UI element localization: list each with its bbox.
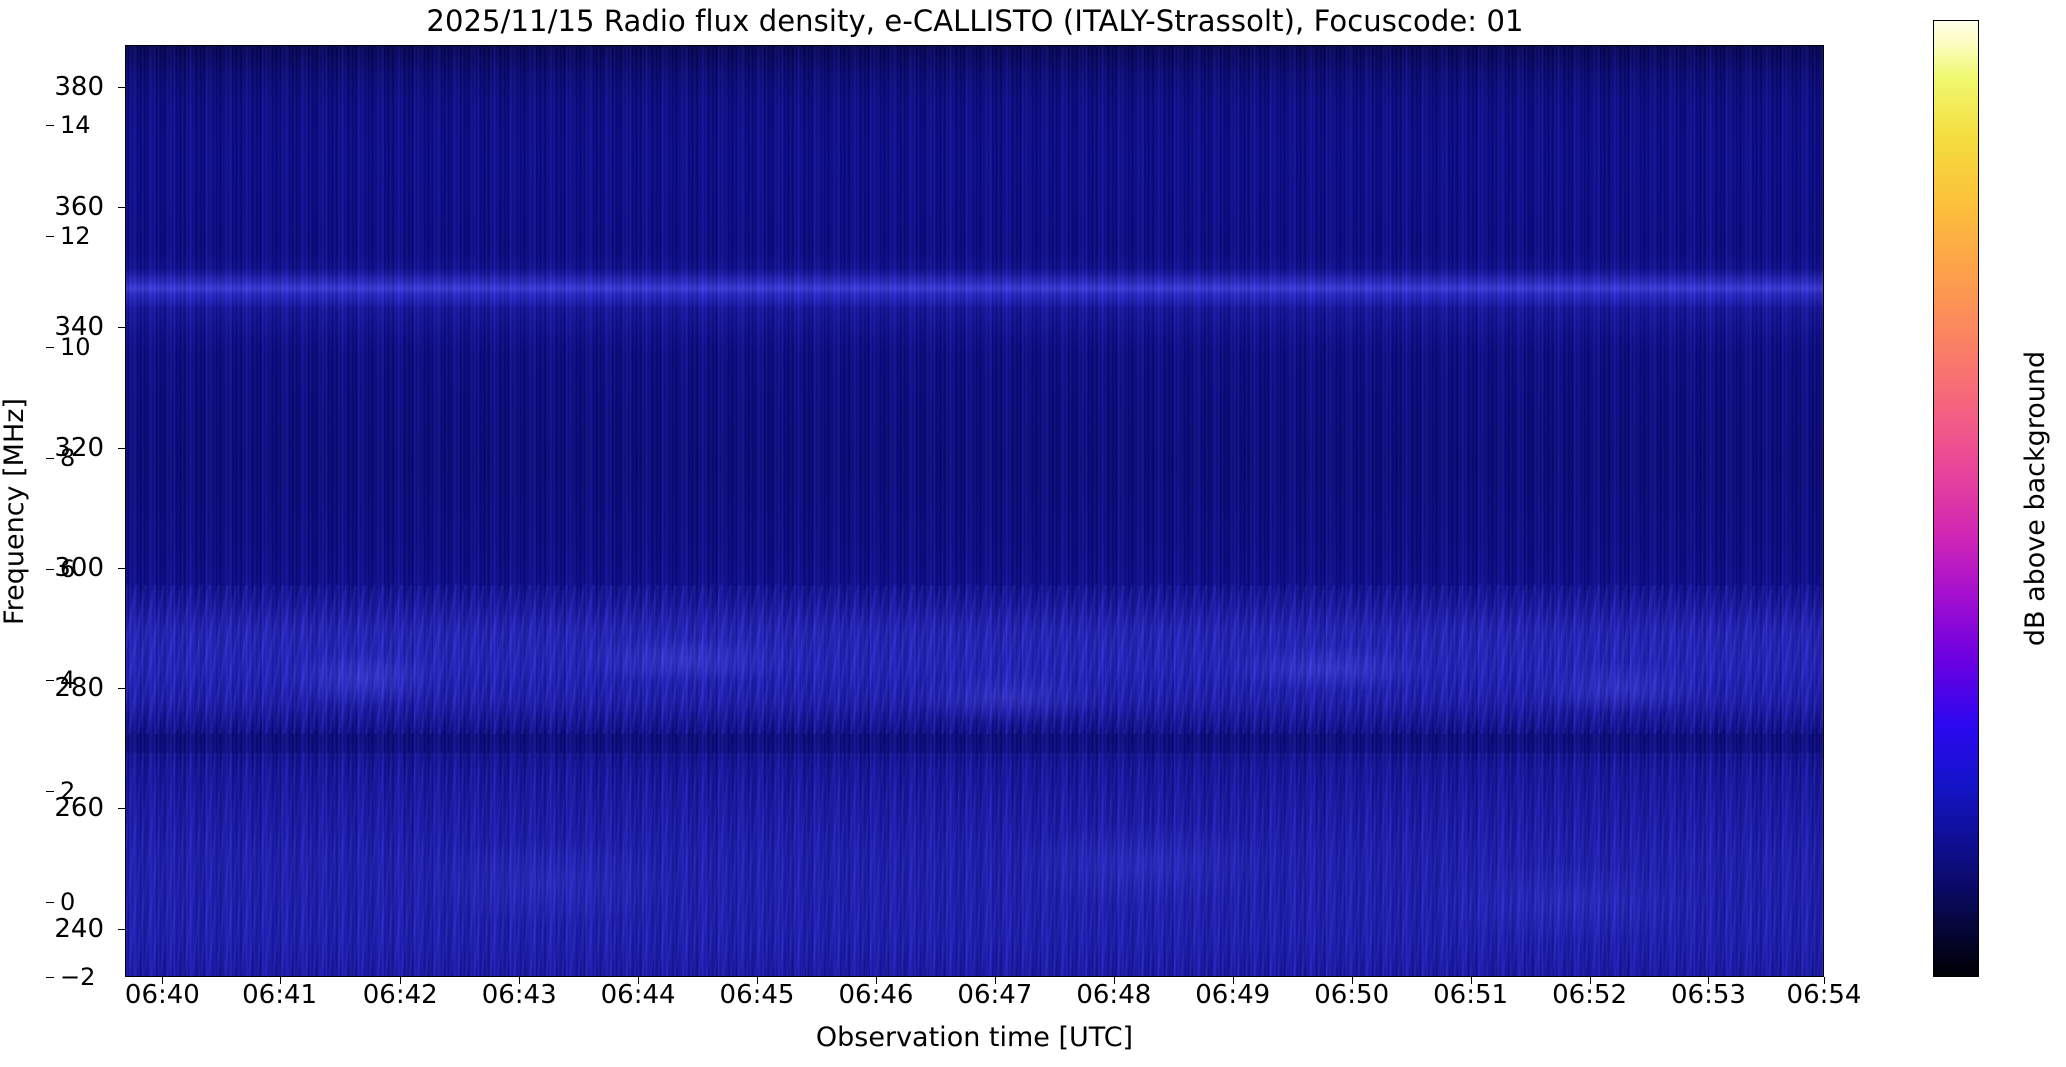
low-frequency-texture-band: [126, 752, 1823, 976]
colorbar-tick-label: 0: [60, 888, 76, 917]
x-axis-ticks: [125, 977, 1825, 985]
y-tick-label: 240: [54, 913, 104, 944]
x-tick-mark: [162, 977, 164, 984]
structured-band-267mhz: [126, 585, 1823, 735]
y-tick-mark: [118, 928, 125, 930]
colorbar-gradient: [1933, 20, 1979, 977]
colorbar-tick-label: −2: [60, 963, 96, 991]
y-tick-label: 380: [54, 71, 104, 102]
x-axis-tick-labels: 06:40 06:41 06:42 06:43 06:44 06:45 06:46 06:47…: [124, 980, 1862, 1020]
y-tick-mark: [118, 567, 125, 569]
x-tick-mark: [1708, 977, 1710, 984]
y-tick-label: 360: [54, 192, 104, 223]
colorbar-title-text: dB above background: [2020, 350, 2052, 647]
y-tick-label: 300: [54, 552, 104, 583]
page-title: 2025/11/15 Radio flux density, e-CALLIST…: [426, 4, 1524, 38]
x-tick-label: 06:41: [242, 980, 318, 1010]
x-tick-mark: [519, 977, 521, 984]
x-tick-mark: [757, 977, 759, 984]
x-tick-label: 06:48: [1076, 980, 1152, 1010]
x-tick-label: 06:40: [124, 980, 200, 1010]
colorbar-tick-mark: [46, 347, 54, 349]
colorbar-tick-label: 10: [60, 333, 91, 362]
x-tick-label: 06:47: [957, 980, 1033, 1010]
y-tick-mark: [118, 447, 125, 449]
x-tick-label: 06:45: [719, 980, 795, 1010]
x-tick-mark: [875, 977, 877, 984]
spectrogram-image: [126, 46, 1823, 976]
vertical-noise-streaks-secondary: [126, 46, 1823, 976]
x-tick-mark: [400, 977, 402, 984]
x-tick-label: 06:42: [362, 980, 438, 1010]
y-tick-mark: [118, 327, 125, 329]
colorbar-tick-label: 2: [60, 777, 76, 806]
x-tick-label: 06:54: [1786, 980, 1862, 1010]
x-tick-label: 06:53: [1670, 980, 1746, 1010]
x-tick-mark: [1824, 977, 1825, 984]
colorbar-tick-label: 4: [60, 666, 76, 695]
colorbar-tick-label: 14: [60, 111, 91, 140]
colorbar-tick-mark: [46, 458, 54, 460]
x-tick-mark: [1113, 977, 1115, 984]
colorbar-tick-label: 6: [60, 555, 76, 584]
vertical-noise-streaks: [126, 46, 1823, 976]
y-axis-tick-labels: 380 360 340 320 300 280 260 240: [0, 45, 118, 977]
colorbar-tick-mark: [46, 569, 54, 571]
x-tick-mark: [1470, 977, 1472, 984]
rfi-line-335mhz: [126, 269, 1823, 309]
x-axis-title: Observation time [UTC]: [815, 1022, 1134, 1053]
colorbar-tick-mark: [46, 977, 54, 978]
x-tick-label: 06:50: [1314, 980, 1390, 1010]
colorbar-tick-label: 12: [60, 222, 91, 251]
y-tick-label: 280: [54, 673, 104, 704]
x-tick-label: 06:51: [1433, 980, 1509, 1010]
colorbar-tick-mark: [46, 902, 54, 904]
colorbar-tick-label: 8: [60, 444, 76, 473]
y-axis-ticks: [118, 45, 126, 977]
y-tick-mark: [118, 688, 125, 690]
x-tick-mark: [638, 977, 640, 984]
colorbar-title: dB above background: [2016, 20, 2056, 977]
top-edge-shading: [126, 46, 1823, 976]
y-tick-mark: [118, 808, 125, 810]
y-tick-label: 320: [54, 432, 104, 463]
y-tick-label: 260: [54, 793, 104, 824]
x-tick-label: 06:46: [838, 980, 914, 1010]
colorbar-tick-mark: [46, 125, 54, 127]
spectrogram-plot-area[interactable]: [125, 45, 1824, 977]
x-tick-label: 06:44: [600, 980, 676, 1010]
y-tick-mark: [118, 86, 125, 88]
colorbar-tick-mark: [46, 236, 54, 238]
colorbar-tick-mark: [46, 680, 54, 682]
x-tick-mark: [1589, 977, 1591, 984]
x-tick-mark: [279, 977, 281, 984]
colorbar[interactable]: [1933, 20, 1979, 977]
x-tick-mark: [994, 977, 996, 984]
spectrogram-background-layer: [126, 46, 1823, 976]
diffuse-emission-blotches: [126, 46, 1823, 976]
x-tick-label: 06:43: [481, 980, 557, 1010]
y-tick-label: 340: [54, 312, 104, 343]
x-tick-label: 06:52: [1552, 980, 1627, 1010]
colorbar-tick-mark: [46, 791, 54, 793]
y-tick-mark: [118, 207, 125, 209]
colorbar-tick-labels: 14 12 10 8 6 4 2 0 −2: [46, 20, 116, 991]
x-tick-label: 06:49: [1195, 980, 1271, 1010]
x-tick-mark: [1232, 977, 1234, 984]
x-tick-mark: [1351, 977, 1353, 984]
